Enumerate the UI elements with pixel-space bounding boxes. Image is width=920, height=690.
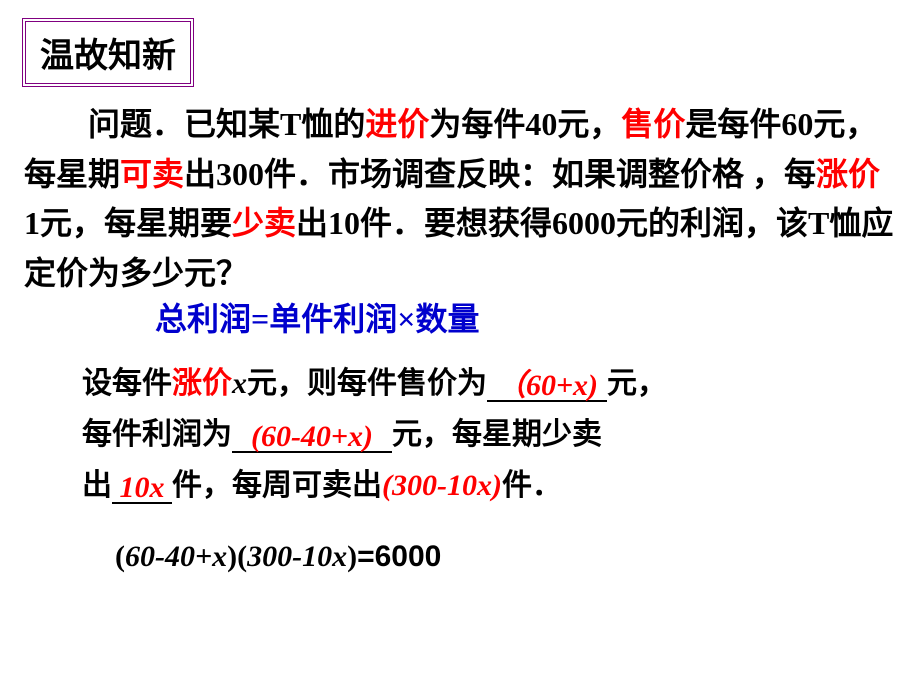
eq-b: 300-10x xyxy=(247,540,347,573)
word-less: 少卖 xyxy=(232,205,296,241)
fill4: (300-10x) xyxy=(382,469,502,502)
word-price: 售价 xyxy=(621,106,685,142)
word-sell: 可卖 xyxy=(120,156,184,192)
setup-block: 设每件涨价x元，则每件售价为 （60+x) 元， 每件利润为 (60-40+x) 元，每… xyxy=(82,358,880,511)
fill2: (60-40+x) xyxy=(251,420,373,453)
t1: 为每件40元， xyxy=(429,106,621,142)
problem-text: 问题．已知某T恤的进价为每件40元，售价是每件60元，每星期可卖出300件．市场… xyxy=(24,100,896,298)
s5: 元，每星期少卖 xyxy=(392,418,602,451)
word-raise2: 涨价 xyxy=(172,367,232,400)
blank3: 10x xyxy=(112,469,172,504)
s6: 出 xyxy=(82,469,112,502)
formula-line: 总利润=单件利润×数量 xyxy=(155,294,479,340)
equation: (60-40+x)(300-10x)=6000 xyxy=(115,540,441,574)
s2: 元，则每件售价为 xyxy=(247,367,487,400)
var-x: x xyxy=(232,367,247,400)
s8: 件． xyxy=(502,469,562,502)
blank1: （60+x) xyxy=(487,367,607,402)
header-box: 温故知新 xyxy=(22,18,194,87)
fill3: 10x xyxy=(120,471,165,504)
t3: 出300件．市场调查反映：如果调整价格 ，每 xyxy=(184,156,816,192)
s1: 设每件 xyxy=(82,367,172,400)
eq-p1: ( xyxy=(115,540,125,573)
s4: 每件利润为 xyxy=(82,418,232,451)
eq-p3: ) xyxy=(347,540,357,573)
eq-eq: =6000 xyxy=(357,540,441,573)
word-raise: 涨价 xyxy=(816,156,880,192)
t4: 1元，每星期要 xyxy=(24,205,232,241)
header-title: 温故知新 xyxy=(40,38,176,75)
blank2: (60-40+x) xyxy=(232,418,392,453)
eq-p2: )( xyxy=(227,540,247,573)
problem-prefix: 问题．已知某T恤的 xyxy=(88,106,365,142)
fill1: （60+x) xyxy=(496,369,598,402)
s3: 元， xyxy=(607,367,667,400)
eq-a: 60-40+x xyxy=(125,540,227,573)
word-cost: 进价 xyxy=(365,106,429,142)
formula-text: 总利润=单件利润×数量 xyxy=(155,301,479,337)
s7: 件，每周可卖出 xyxy=(172,469,382,502)
